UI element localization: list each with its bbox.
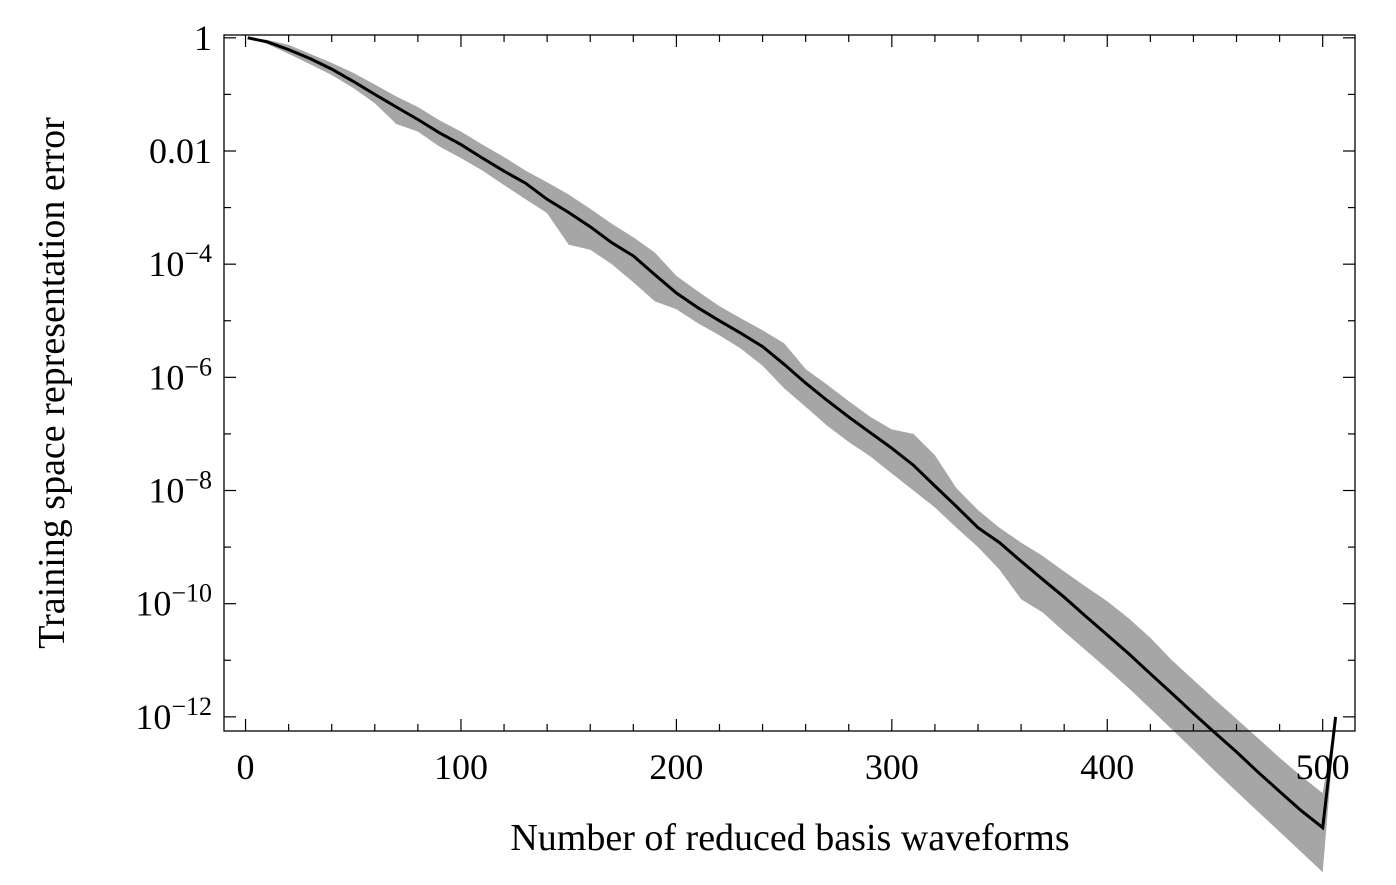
x-tick-label: 200 (649, 747, 703, 787)
y-tick-label: 1 (194, 18, 212, 58)
error-line (247, 36, 1338, 831)
x-axis-title: Number of reduced basis waveforms (510, 817, 1069, 859)
x-tick-label: 100 (434, 747, 488, 787)
x-tick-label: 400 (1080, 747, 1134, 787)
plot-frame (223, 34, 1356, 732)
y-tick-label: 10−6 (148, 352, 212, 397)
x-tick-label: 300 (865, 747, 919, 787)
x-tick-label: 0 (237, 747, 255, 787)
y-tick-label: 10−4 (148, 239, 212, 284)
plot-area (247, 36, 1338, 873)
y-tick-label: 0.01 (149, 131, 212, 171)
y-tick-label: 10−12 (135, 692, 212, 737)
x-tick-label: 500 (1296, 747, 1350, 787)
y-axis-title: Training space representation error (31, 117, 73, 649)
y-tick-label: 10−8 (148, 466, 212, 511)
y-tick-label: 10−10 (135, 579, 212, 624)
axes: 0 100 200 300 400 500 1 0.01 10−4 10−6 10−8 10−10 10… (135, 18, 1356, 787)
error-band (247, 37, 1336, 873)
